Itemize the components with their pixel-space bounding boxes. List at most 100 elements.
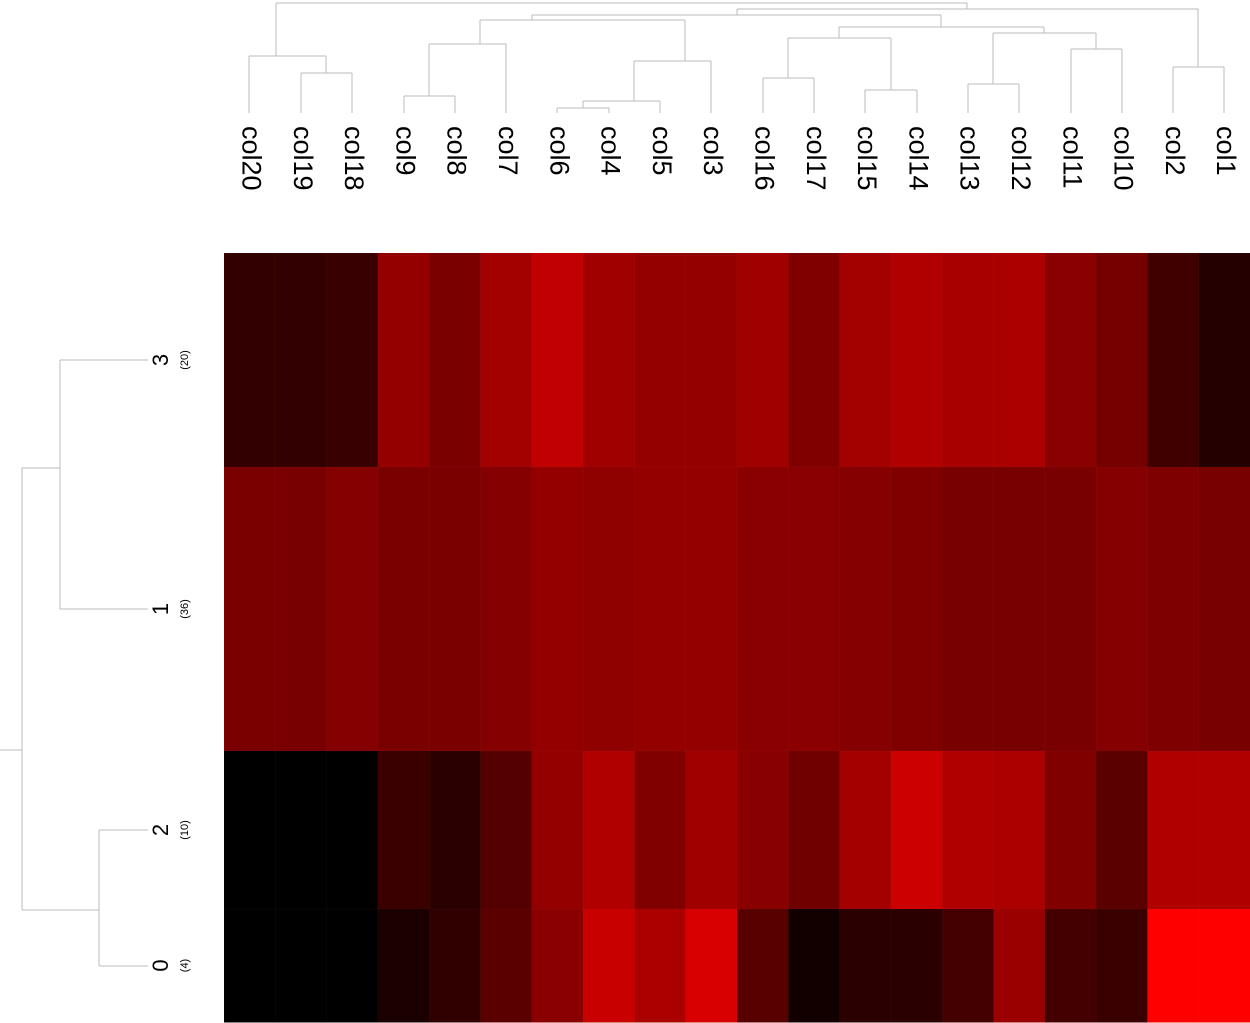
heatmap-cell [788,466,841,752]
row-label: 2 [148,824,173,836]
heatmap-cell [223,252,277,468]
heatmap-cell [480,908,533,1023]
heatmap-cell [1095,750,1149,910]
row-count: (4) [179,959,191,972]
heatmap-cell [941,252,995,468]
heatmap-cell [993,466,1046,752]
column-label: col3 [698,126,728,176]
heatmap-cell [377,252,430,468]
heatmap-cell [377,466,430,752]
column-label: col14 [903,126,933,191]
column-label: col8 [442,126,472,176]
heatmap-cell [531,252,584,468]
heatmap-cell [736,466,790,752]
column-label: col18 [339,126,369,191]
heatmap-cell [685,466,738,752]
column-label: col7 [493,126,523,176]
heatmap-cell [531,466,584,752]
heatmap-cell [480,252,533,468]
heatmap-cell [634,750,687,910]
heatmap-cell [275,750,328,910]
column-label: col11 [1057,126,1087,189]
heatmap-cell [428,252,482,468]
heatmap-cell [736,908,790,1023]
heatmap-cell [1198,750,1250,910]
column-label: col15 [852,126,882,191]
row-count: (10) [179,820,191,840]
heatmap-cell [736,750,790,910]
heatmap-cell [480,466,533,752]
heatmap-cell [890,252,943,468]
heatmap-cell [531,908,584,1023]
heatmap-cell [634,252,687,468]
column-label: col6 [544,126,574,176]
row-dendrogram [0,359,148,967]
heatmap-cell [582,908,636,1023]
heatmap-cell [275,466,328,752]
heatmap-cell [1095,908,1149,1023]
column-label: col5 [647,126,677,176]
heatmap-cell [839,750,892,910]
column-label: col19 [288,126,318,191]
heatmap-cell [275,252,328,468]
heatmap-cell [1095,252,1149,468]
row-count: (20) [179,350,191,370]
heatmap-cell [582,252,636,468]
heatmap-cell [377,750,430,910]
column-label: col10 [1109,126,1139,191]
column-label: col9 [390,126,420,176]
row-label: 0 [148,959,173,971]
heatmap-cell [993,750,1046,910]
heatmap-cell [941,466,995,752]
heatmap-cell [1044,252,1097,468]
heatmap-cell [1147,466,1200,752]
column-label: col16 [750,126,780,191]
heatmap-cell [890,750,943,910]
heatmap-cell [1198,908,1250,1023]
row-label: 1 [148,603,173,615]
heatmap-cell [326,252,379,468]
heatmap-cell [736,252,790,468]
heatmap-cell [275,908,328,1023]
heatmap-cell [839,252,892,468]
heatmap-cell [326,750,379,910]
heatmap-cell [223,750,277,910]
heatmap-cell [788,908,841,1023]
heatmap-cell [634,466,687,752]
heatmap-cell [890,908,943,1023]
column-label: col1 [1211,126,1241,176]
heatmap-cell [428,908,482,1023]
row-label: 3 [148,354,173,366]
heatmap-cell [377,908,430,1023]
column-dendrogram [248,2,1225,113]
heatmap-cell [428,750,482,910]
heatmap-cell [839,466,892,752]
heatmap-cell [480,750,533,910]
heatmap-cell [685,908,738,1023]
column-label: col13 [955,126,985,191]
column-label: col4 [596,126,626,176]
column-label: col2 [1160,126,1190,176]
heatmap-cell [788,252,841,468]
heatmap-cell [788,750,841,910]
heatmap-cell [890,466,943,752]
heatmap-cell [326,466,379,752]
heatmap-cell [326,908,379,1023]
column-label: col12 [1006,126,1036,191]
heatmap-cell [1044,750,1097,910]
heatmap-cell [839,908,892,1023]
heatmap-cell [582,750,636,910]
heatmap-cell [993,908,1046,1023]
heatmap-cell [941,750,995,910]
heatmap-cell [1147,750,1200,910]
heatmap-cell [1147,252,1200,468]
heatmap-cell [941,908,995,1023]
column-label: col17 [801,126,831,191]
heatmap-cell [993,252,1046,468]
heatmap-cell [1095,466,1149,752]
heatmap-cell [685,750,738,910]
heatmap-cell [531,750,584,910]
heatmap-cell [223,908,277,1023]
heatmap-cell [428,466,482,752]
